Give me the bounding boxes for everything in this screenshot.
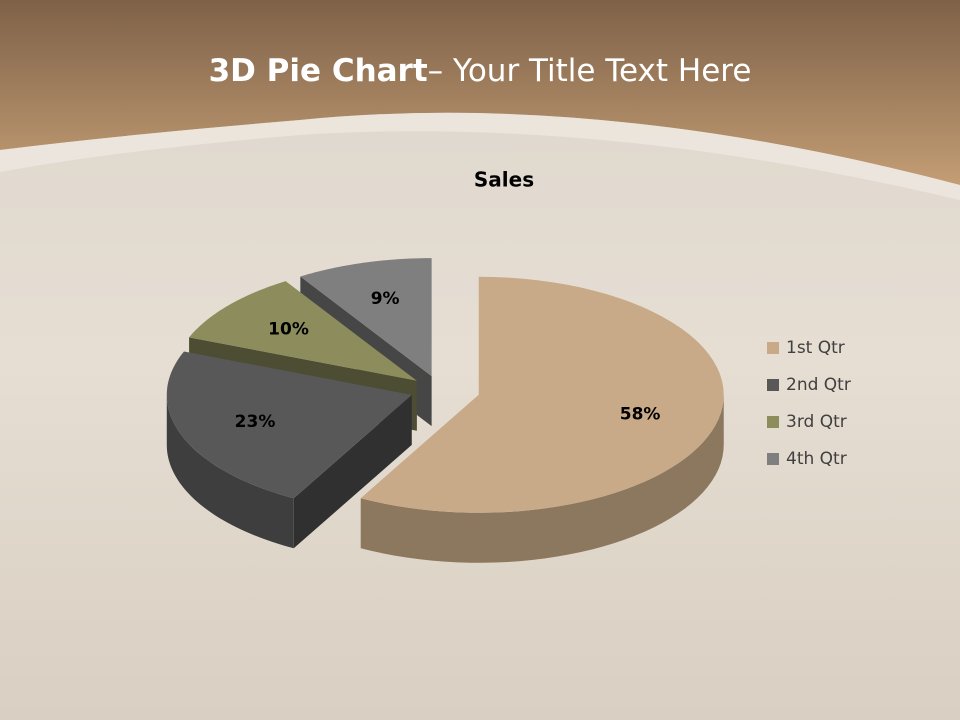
slide-title: 3D Pie Chart– Your Title Text Here (209, 53, 752, 89)
header-band (0, 0, 960, 185)
data-label: 9% (371, 289, 400, 309)
slice-top (360, 276, 724, 513)
legend-label: 2nd Qtr (786, 375, 851, 395)
pie-slice: 23% (166, 351, 412, 549)
legend-label: 4th Qtr (786, 449, 847, 469)
legend-swatch (767, 379, 779, 391)
legend-swatch (767, 342, 779, 354)
slide-title-rest: – Your Title Text Here (428, 53, 752, 89)
slice-top (300, 258, 432, 377)
slice-wall (360, 394, 724, 563)
slide-title-bold: 3D Pie Chart (209, 53, 428, 89)
data-label: 23% (235, 412, 276, 432)
data-label: 10% (268, 320, 309, 340)
pie-slice: 58% (360, 276, 724, 563)
pie: 9% 10% 58% 23% (166, 258, 724, 563)
chart-title: Sales (474, 168, 534, 192)
slice-top (189, 281, 417, 381)
legend-label: 1st Qtr (786, 338, 845, 358)
legend-swatch (767, 453, 779, 465)
slice-wall (166, 394, 294, 549)
header-curve (0, 112, 960, 200)
legend-swatch (767, 416, 779, 428)
legend-label: 3rd Qtr (786, 412, 847, 432)
legend: 1st Qtr 2nd Qtr 3rd Qtr 4th Qtr (767, 338, 851, 469)
data-label: 58% (620, 405, 661, 425)
slice-side (293, 394, 412, 549)
slice-top (166, 351, 412, 499)
